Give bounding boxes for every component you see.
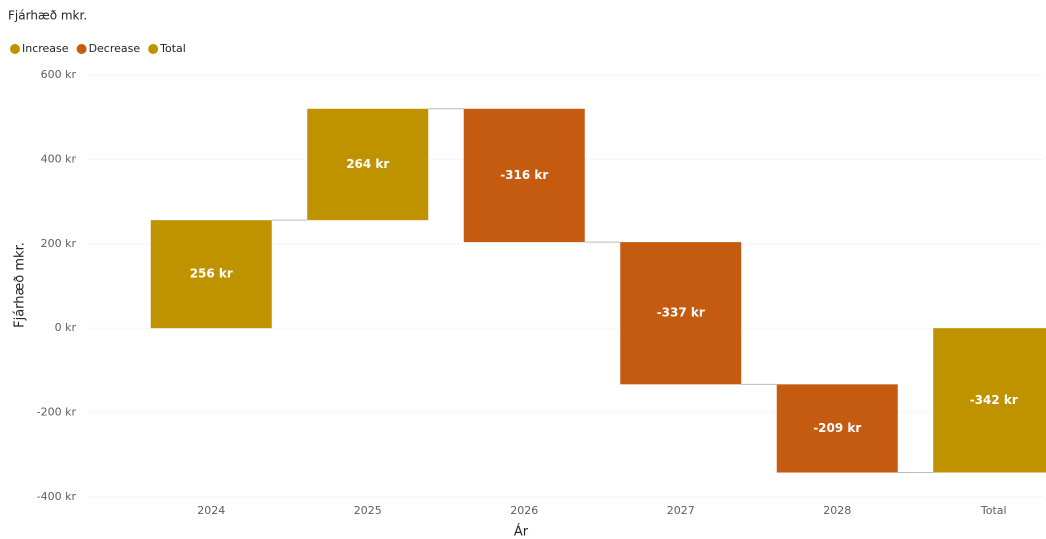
data-label: -342 kr xyxy=(970,393,1018,407)
bar xyxy=(463,108,585,243)
y-axis-title: Fjárhæð mkr. xyxy=(13,242,28,328)
chart-title: Fjárhæð mkr. xyxy=(8,9,87,23)
data-label: 256 kr xyxy=(190,267,233,281)
legend-swatch xyxy=(10,44,20,54)
x-tick-label: 2026 xyxy=(510,504,538,517)
x-tick-label: 2025 xyxy=(354,504,382,517)
bar xyxy=(933,328,1046,473)
data-label: -337 kr xyxy=(657,306,705,320)
data-label: 264 kr xyxy=(346,157,389,171)
x-tick-label: 2024 xyxy=(197,504,225,517)
bar xyxy=(150,220,272,329)
y-tick-label: 600 kr xyxy=(41,68,77,81)
legend-label: Decrease xyxy=(89,42,141,55)
y-tick-label: 0 kr xyxy=(55,321,77,334)
bar xyxy=(620,242,742,385)
y-tick-label: 200 kr xyxy=(41,237,77,250)
x-tick-label: 2027 xyxy=(667,504,695,517)
y-tick-label: -400 kr xyxy=(37,490,77,503)
y-tick-label: 400 kr xyxy=(41,152,77,165)
data-label: -209 kr xyxy=(813,421,861,435)
bar xyxy=(776,384,898,473)
x-tick-label: 2028 xyxy=(823,504,851,517)
bar xyxy=(307,108,429,221)
legend-swatch xyxy=(76,44,87,54)
legend-label: Total xyxy=(159,42,186,55)
y-tick-label: -200 kr xyxy=(37,406,77,419)
legend-label: Increase xyxy=(22,42,69,55)
x-tick-label: Total xyxy=(980,504,1007,517)
data-label: -316 kr xyxy=(500,168,548,182)
x-axis-title: Ár xyxy=(514,524,529,539)
legend-swatch xyxy=(148,44,159,54)
